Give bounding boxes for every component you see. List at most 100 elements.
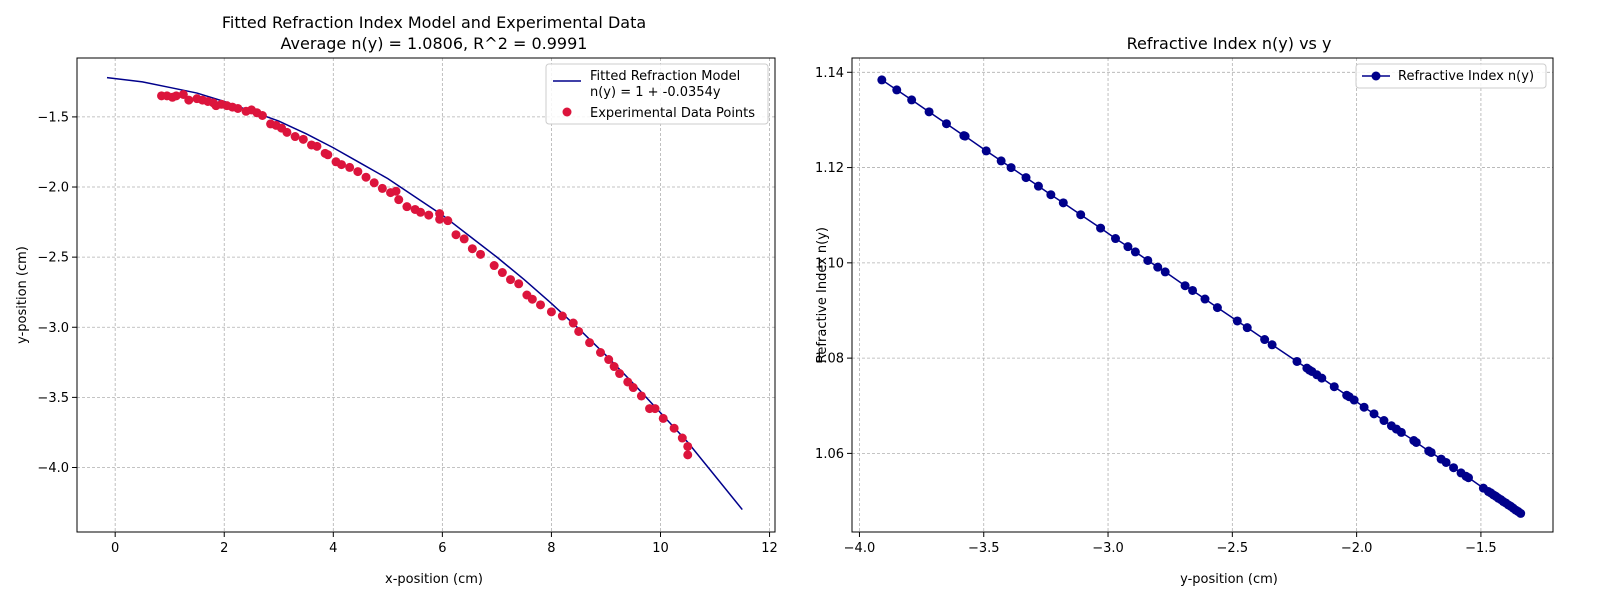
left-data-point (361, 172, 371, 182)
left-legend-model-label: Fitted Refraction Model (590, 69, 740, 84)
right-data-point (1260, 335, 1270, 345)
left-legend-model-label: n(y) = 1 + -0.0354y (590, 85, 721, 100)
right-data-point (1153, 262, 1163, 272)
right-y-tick-label: 1.12 (815, 161, 844, 176)
right-chart-title: Refractive Index n(y) vs y (1127, 34, 1332, 53)
right-data-point (877, 75, 887, 85)
right-data-point (1369, 409, 1379, 419)
left-data-point (416, 207, 426, 217)
right-data-point (1006, 163, 1016, 173)
left-chart: Fitted Refraction Index Model and Experi… (15, 13, 778, 587)
left-y-tick-label: −4.0 (37, 461, 69, 476)
left-data-point (568, 318, 578, 328)
left-marks (106, 76, 743, 511)
left-legend-box (545, 63, 769, 125)
left-x-tick-label: 10 (652, 541, 669, 556)
left-data-point (527, 294, 537, 304)
left-x-axis-label: x-position (cm) (385, 572, 483, 587)
right-data-point (1292, 356, 1302, 366)
left-chart-subtitle: Average n(y) = 1.0806, R^2 = 0.9991 (281, 34, 588, 53)
left-plot-frame (76, 57, 776, 533)
left-data-point (336, 160, 346, 170)
right-plot-frame (851, 57, 1554, 533)
right-data-point (1349, 395, 1359, 405)
left-data-point (650, 404, 660, 414)
right-y-tick-label: 1.10 (815, 256, 844, 271)
left-data-point (391, 186, 401, 196)
right-x-tick-label: −3.0 (1092, 541, 1124, 556)
left-x-tick-label: 6 (438, 541, 446, 556)
left-data-point (677, 433, 687, 443)
left-data-point (345, 162, 355, 172)
left-data-point (443, 216, 453, 226)
right-data-point (1188, 285, 1198, 295)
left-data-point (604, 355, 614, 365)
right-data-point (1180, 281, 1190, 291)
right-data-point (1143, 255, 1153, 265)
right-data-point (1329, 382, 1339, 392)
right-data-point (1123, 242, 1133, 252)
left-chart-title: Fitted Refraction Index Model and Experi… (222, 13, 646, 32)
left-data-point (369, 178, 379, 188)
right-data-point (1046, 190, 1056, 200)
left-data-point (623, 377, 633, 387)
left-data-point (506, 275, 516, 285)
right-data-point (941, 119, 951, 129)
left-data-point (536, 300, 546, 310)
right-x-tick-label: −1.5 (1465, 541, 1497, 556)
left-data-point (585, 338, 595, 348)
left-x-tick-label: 0 (111, 541, 119, 556)
left-data-point (257, 110, 267, 120)
left-y-tick-label: −3.0 (37, 321, 69, 336)
left-data-point (298, 134, 308, 144)
right-x-tick-label: −2.0 (1341, 541, 1373, 556)
right-data-point (1449, 463, 1459, 473)
left-data-point (451, 230, 461, 240)
left-data-point (312, 141, 322, 151)
left-data-point (546, 307, 556, 317)
right-x-tick-label: −2.5 (1217, 541, 1249, 556)
right-data-point (960, 131, 970, 141)
left-data-point (233, 103, 243, 113)
right-data-point (1242, 323, 1252, 333)
right-data-point (1212, 303, 1222, 313)
left-data-point (323, 150, 333, 160)
left-data-point (514, 279, 524, 289)
left-x-tick-label: 12 (761, 541, 778, 556)
right-x-axis-label: y-position (cm) (1180, 572, 1278, 587)
right-y-tick-label: 1.06 (815, 447, 844, 462)
left-grid (77, 58, 775, 532)
right-data-point (1516, 508, 1526, 518)
right-data-point (1317, 373, 1327, 383)
left-data-point (658, 413, 668, 423)
left-data-point (596, 347, 605, 357)
right-data-point (907, 95, 917, 105)
left-legend-data-label: Experimental Data Points (590, 106, 755, 121)
right-legend-box (1355, 63, 1547, 89)
left-data-point (557, 311, 567, 321)
left-data-point (628, 383, 638, 393)
left-data-point (669, 423, 679, 433)
left-x-tick-label: 4 (329, 541, 337, 556)
left-y-axis-label: y-position (cm) (15, 246, 30, 344)
right-data-point (1076, 210, 1086, 220)
right-data-point (1200, 294, 1210, 304)
right-data-point (1426, 447, 1436, 457)
left-data-point (435, 209, 445, 219)
left-data-point (683, 450, 693, 460)
left-data-point (636, 391, 646, 401)
left-y-tick-label: −1.5 (37, 110, 69, 125)
left-data-point (615, 369, 625, 379)
right-x-tick-label: −3.5 (968, 541, 1000, 556)
left-data-point (424, 210, 434, 220)
right-y-tick-label: 1.14 (815, 66, 844, 81)
left-legend-point-swatch (562, 107, 572, 117)
left-data-point (171, 91, 181, 101)
right-ticks: −4.0 −3.5 −3.0 −2.5 −2.0 −1.5 1.06 1.08 1.10 1.12… (815, 66, 1497, 556)
right-marks (877, 75, 1526, 518)
right-y-axis-label: Refractive Index n(y) (815, 227, 830, 363)
left-ticks: 0 2 4 6 8 10 12 −1.5 −2.0 −2.5 −3.0 −3.5 −4.0 (37, 110, 777, 556)
left-data-point (489, 261, 499, 271)
left-data-point (609, 362, 619, 372)
